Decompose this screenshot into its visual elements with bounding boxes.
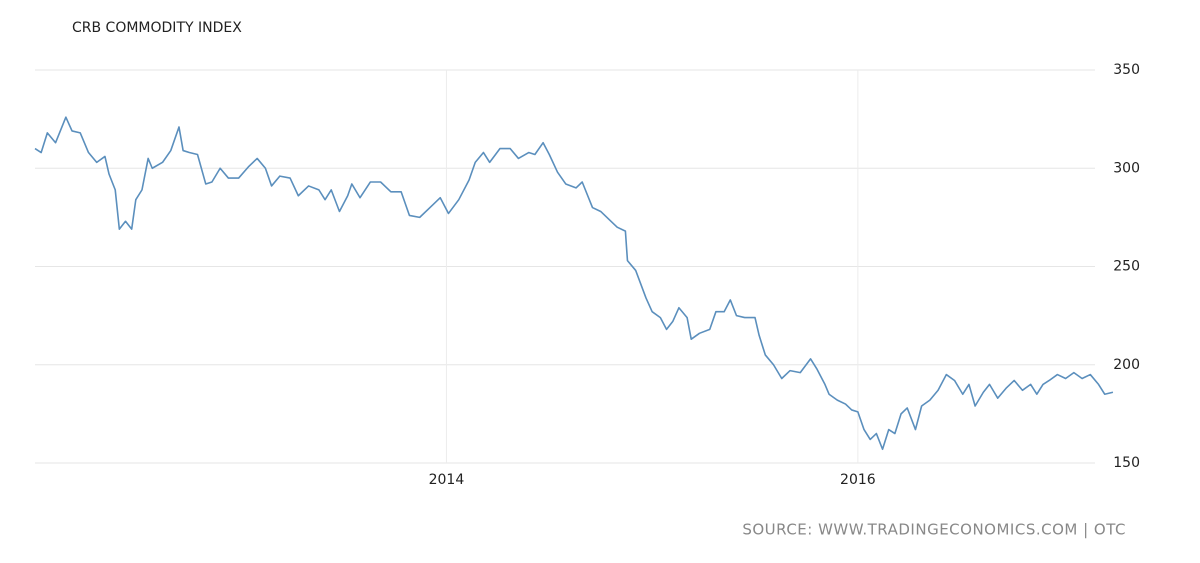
y-tick-label: 250: [1113, 259, 1140, 275]
y-tick-label: 150: [1113, 455, 1140, 471]
x-tick-label: 2016: [840, 472, 876, 488]
y-tick-label: 300: [1113, 160, 1140, 176]
source: SOURCE: WWW.TRADINGECONOMICS.COM | OTC: [742, 521, 1126, 539]
chart-title: CRB COMMODITY INDEX: [72, 20, 242, 36]
line: [34, 116, 1114, 451]
y-tick-label: 350: [1113, 62, 1140, 78]
y-tick-label: 200: [1113, 357, 1140, 373]
x-tick-label: 2014: [429, 472, 465, 488]
